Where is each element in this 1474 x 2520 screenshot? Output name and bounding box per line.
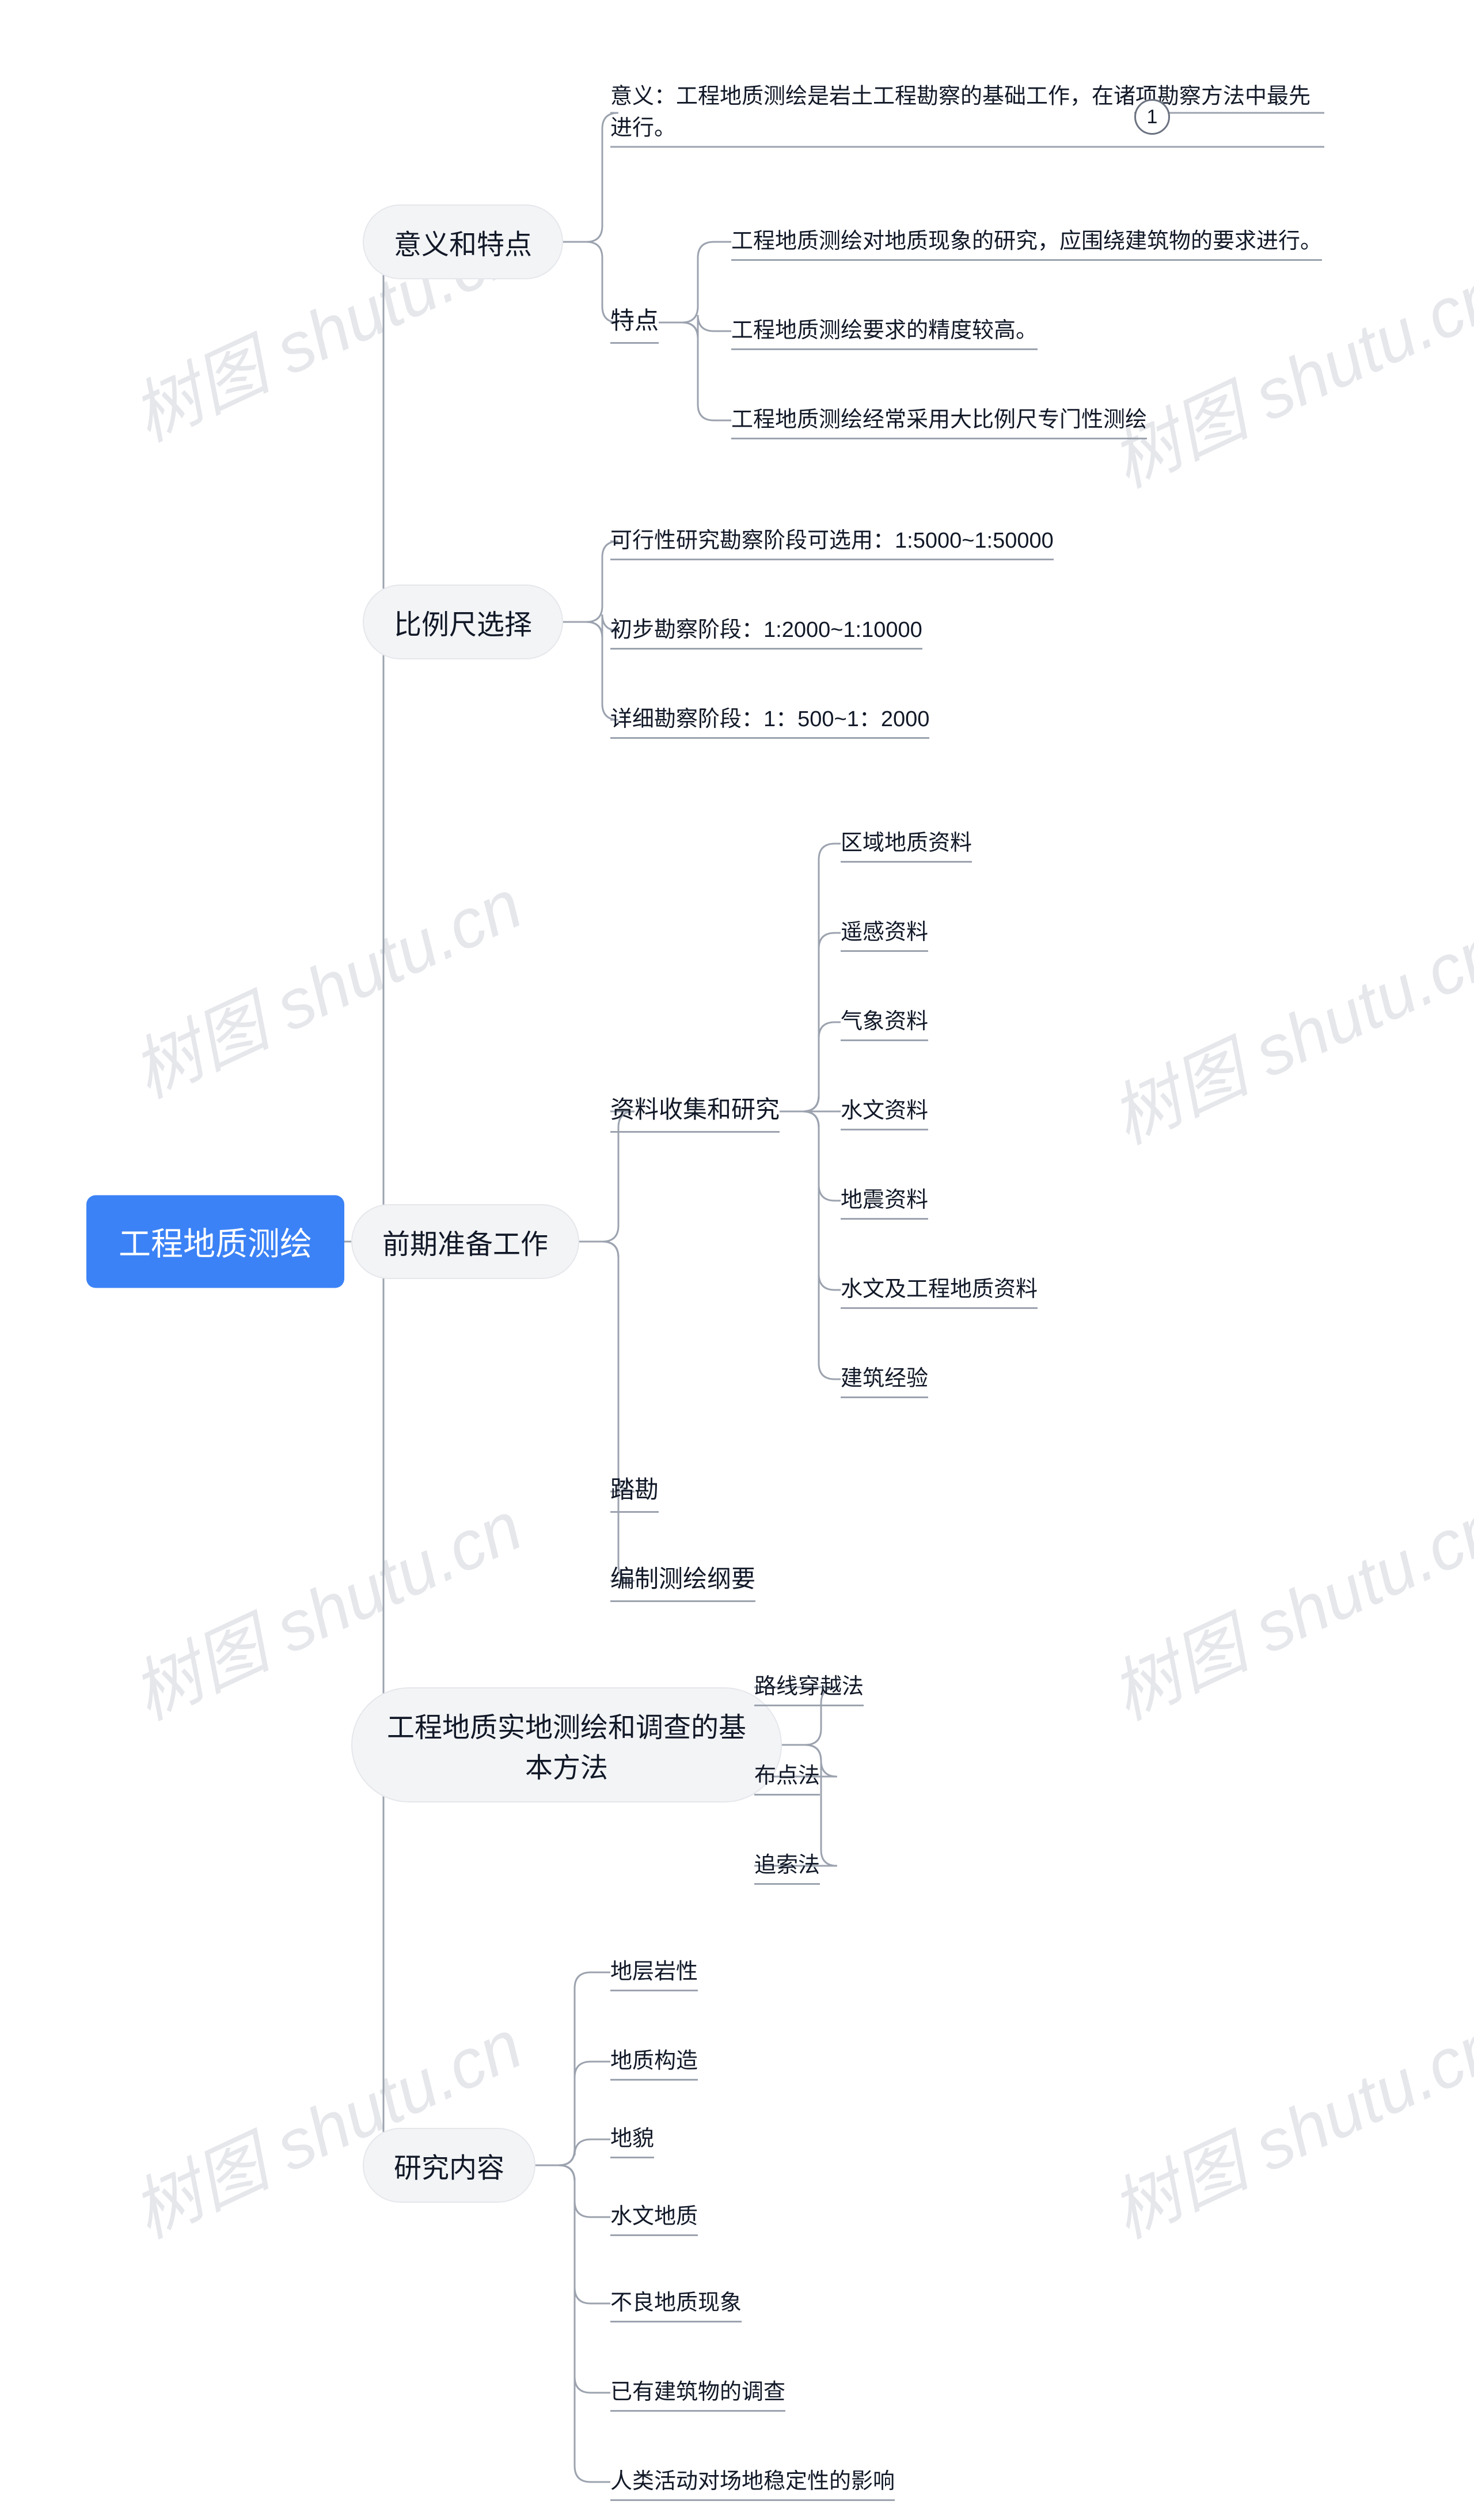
node-b3a7[interactable]: 建筑经验: [841, 1360, 928, 1398]
node-b3a[interactable]: 资料收集和研究: [610, 1090, 780, 1133]
node-b5d[interactable]: 水文地质: [610, 2198, 698, 2236]
node-b5e[interactable]: 不良地质现象: [610, 2284, 742, 2322]
node-b4a[interactable]: 路线穿越法: [754, 1668, 864, 1706]
node-b1[interactable]: 意义和特点: [363, 204, 563, 279]
node-b5a[interactable]: 地层岩性: [610, 1953, 698, 1991]
node-b3a6[interactable]: 水文及工程地质资料: [841, 1271, 1038, 1309]
node-b4c[interactable]: 追索法: [754, 1847, 820, 1885]
node-b4[interactable]: 工程地质实地测绘和调查的基本方法: [351, 1687, 782, 1802]
node-b4b[interactable]: 布点法: [754, 1758, 820, 1796]
node-b1a[interactable]: 意义：工程地质测绘是岩土工程勘察的基础工作，在诸项勘察方法中最先进行。: [610, 78, 1324, 148]
node-b5g[interactable]: 人类活动对场地稳定性的影响: [610, 2463, 895, 2501]
node-b3a1[interactable]: 区域地质资料: [841, 825, 972, 863]
mindmap-canvas: 树图 shutu.cn树图 shutu.cn树图 shutu.cn树图 shut…: [0, 0, 1474, 2520]
node-b5b[interactable]: 地质构造: [610, 2043, 698, 2081]
node-b2a[interactable]: 可行性研究勘察阶段可选用：1:5000~1:50000: [610, 522, 1054, 560]
node-b3a5[interactable]: 地震资料: [841, 1182, 928, 1220]
marker-b1a: 1: [1134, 99, 1170, 135]
node-b1b1[interactable]: 工程地质测绘对地质现象的研究，应围绕建筑物的要求进行。: [731, 223, 1322, 261]
node-b3a4[interactable]: 水文资料: [841, 1092, 928, 1130]
node-b2c[interactable]: 详细勘察阶段：1：500~1：2000: [610, 701, 929, 739]
node-b5[interactable]: 研究内容: [363, 2128, 535, 2203]
node-root[interactable]: 工程地质测绘: [86, 1196, 344, 1288]
node-b3b[interactable]: 踏勘: [610, 1470, 659, 1513]
node-b3a3[interactable]: 气象资料: [841, 1003, 928, 1041]
node-b5c[interactable]: 地貌: [610, 2120, 654, 2158]
node-b5f[interactable]: 已有建筑物的调查: [610, 2374, 785, 2412]
node-b3[interactable]: 前期准备工作: [351, 1204, 579, 1279]
node-b1b2[interactable]: 工程地质测绘要求的精度较高。: [731, 312, 1038, 350]
node-b3c[interactable]: 编制测绘纲要: [610, 1559, 755, 1602]
node-b3a2[interactable]: 遥感资料: [841, 914, 928, 952]
node-b2b[interactable]: 初步勘察阶段：1:2000~1:10000: [610, 612, 922, 650]
node-b2[interactable]: 比例尺选择: [363, 585, 563, 659]
node-b1b3[interactable]: 工程地质测绘经常采用大比例尺专门性测绘: [731, 401, 1147, 439]
node-b1b[interactable]: 特点: [610, 301, 659, 344]
